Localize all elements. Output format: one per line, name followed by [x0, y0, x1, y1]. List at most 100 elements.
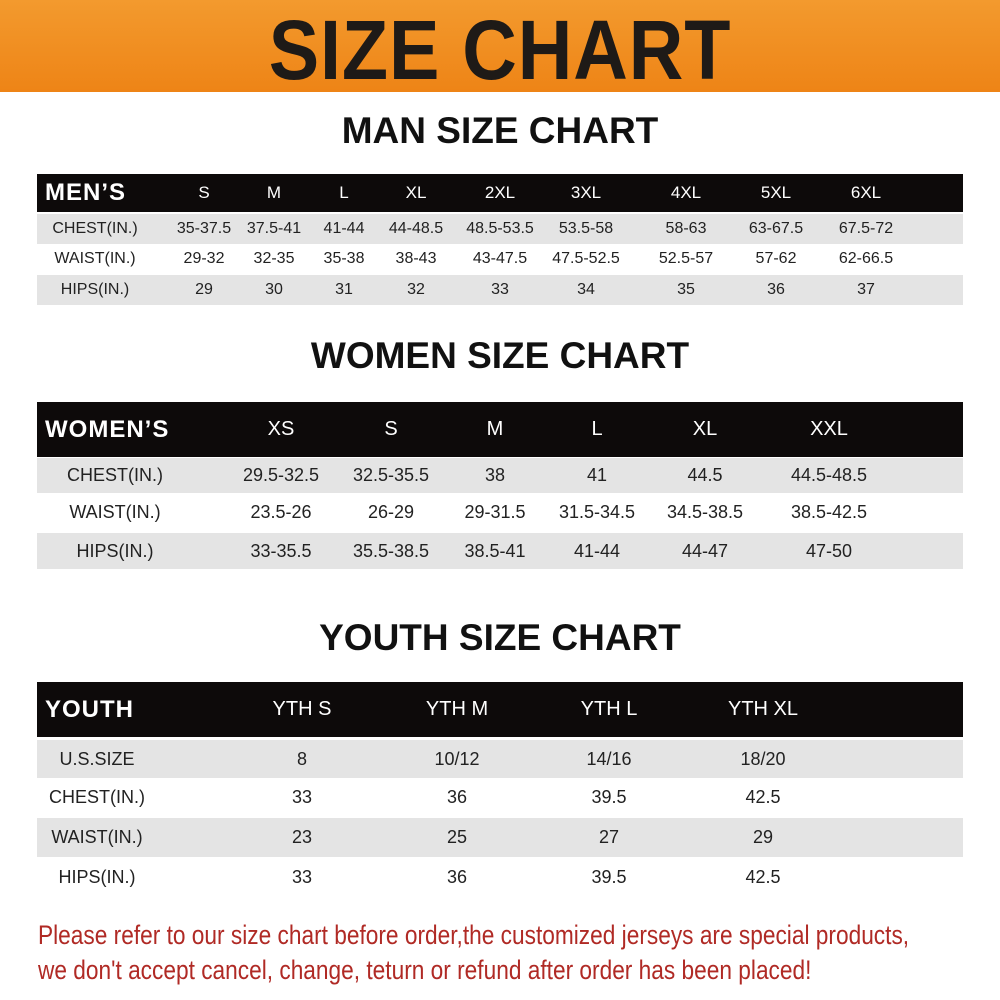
table-cell: 18/20 [740, 748, 786, 769]
table-cell: 37.5-41 [246, 220, 302, 237]
table-cell: 39.5 [591, 787, 627, 807]
table-cell: 29.5-32.5 [242, 465, 320, 485]
size-header: M [486, 418, 504, 440]
size-header: XL [692, 418, 718, 440]
size-header: 6XL [850, 183, 882, 202]
table-cell: 32.5-35.5 [352, 465, 430, 485]
table-cell: 10/12 [434, 748, 480, 769]
table-cell: 38.5-42.5 [790, 502, 868, 522]
size-header: 4XL [670, 183, 702, 202]
table-cell: 35-37.5 [176, 220, 232, 237]
table-cell: 37 [857, 281, 875, 298]
table-cell: 47.5-52.5 [552, 250, 620, 267]
size-header: S [384, 418, 398, 440]
row-label: WAIST(IN.) [69, 502, 161, 522]
table-cell: 38-43 [395, 250, 437, 267]
table-cell: 38 [484, 465, 506, 485]
banner: SIZE CHART [0, 0, 1000, 97]
size-header: YTH M [425, 698, 489, 720]
youth-section-title: YOUTH SIZE CHART [319, 617, 681, 658]
table-cell: 32-35 [253, 250, 295, 267]
table-row: HIPS(IN.) 29 30 31 32 33 34 35 36 37 [37, 275, 963, 305]
table-cell: 34.5-38.5 [666, 502, 744, 522]
table-cell: 41 [586, 465, 608, 485]
table-row: U.S.SIZE 8 10/12 14/16 18/20 [37, 740, 963, 778]
table-cell: 36 [446, 787, 468, 807]
table-cell: 47-50 [805, 540, 853, 561]
table-cell: 35.5-38.5 [352, 540, 430, 561]
size-header: XL [405, 183, 427, 202]
table-cell: 23 [291, 827, 313, 847]
table-cell: 44-48.5 [388, 220, 444, 237]
table-cell: 67.5-72 [838, 220, 894, 237]
size-header: S [198, 183, 210, 202]
size-header: 2XL [484, 183, 516, 202]
table-cell: 62-66.5 [838, 250, 894, 267]
table-cell: 32 [407, 281, 425, 298]
table-row: CHEST(IN.) 29.5-32.5 32.5-35.5 38 41 44.5 44.5… [37, 458, 963, 493]
table-cell: 33 [491, 281, 509, 298]
table-row: HIPS(IN.) 33-35.5 35.5-38.5 38.5-41 41-44 44-… [37, 533, 963, 569]
banner-title: SIZE CHART [268, 3, 732, 97]
table-row: WAIST(IN.) 23 25 27 29 [37, 818, 963, 857]
table-cell: 33 [291, 867, 313, 887]
table-cell: 29-31.5 [464, 502, 526, 522]
women-header-row: WOMEN’S XS S M L XL XXL [37, 402, 963, 457]
row-label: HIPS(IN.) [76, 540, 154, 561]
table-row: WAIST(IN.) 23.5-26 26-29 29-31.5 31.5-34.5 34… [37, 495, 963, 530]
table-cell: 29-32 [183, 250, 225, 267]
table-cell: 23.5-26 [250, 502, 312, 522]
table-cell: 52.5-57 [658, 250, 714, 267]
table-cell: 31.5-34.5 [558, 502, 636, 522]
row-label: WAIST(IN.) [54, 250, 136, 267]
table-cell: 34 [577, 281, 595, 298]
table-cell: 44-47 [681, 540, 729, 561]
table-cell: 26-29 [367, 502, 415, 522]
table-cell: 38.5-41 [464, 540, 526, 561]
table-row: CHEST(IN.) 33 36 39.5 42.5 [37, 778, 963, 817]
table-cell: 42.5 [745, 787, 781, 807]
table-cell: 44.5-48.5 [790, 465, 868, 485]
table-cell: 27 [598, 827, 620, 847]
table-cell: 44.5 [687, 465, 723, 485]
size-header: 3XL [570, 183, 602, 202]
table-cell: 14/16 [586, 748, 632, 769]
table-cell: 58-63 [665, 220, 707, 237]
men-header-row: MEN’S S M L XL 2XL 3XL 4XL 5XL 6XL [37, 174, 963, 212]
table-cell: 63-67.5 [748, 220, 804, 237]
table-cell: 53.5-58 [558, 220, 614, 237]
table-cell: 43-47.5 [472, 250, 528, 267]
size-header: L [591, 418, 603, 440]
table-cell: 31 [335, 281, 353, 298]
table-row: CHEST(IN.) 35-37.5 37.5-41 41-44 44-48.5 48.5… [37, 214, 963, 244]
size-header: XXL [810, 418, 848, 440]
table-cell: 29 [195, 281, 213, 298]
table-cell: 33 [291, 787, 313, 807]
table-title-cell: YOUTH [45, 695, 134, 723]
size-header: YTH L [580, 698, 638, 720]
table-cell: 25 [446, 827, 468, 847]
table-cell: 29 [752, 827, 774, 847]
table-cell: 30 [265, 281, 283, 298]
table-cell: 42.5 [745, 867, 781, 887]
size-header: 5XL [760, 183, 792, 202]
table-cell: 33-35.5 [250, 540, 312, 561]
row-label: CHEST(IN.) [49, 787, 145, 807]
table-cell: 41-44 [323, 220, 365, 237]
men-section-title: MAN SIZE CHART [341, 110, 659, 151]
size-header: M [266, 183, 282, 202]
row-label: CHEST(IN.) [67, 465, 163, 485]
table-title-cell: WOMEN’S [45, 415, 170, 443]
women-section-title: WOMEN SIZE CHART [310, 335, 690, 376]
table-row: HIPS(IN.) 33 36 39.5 42.5 [37, 858, 963, 897]
table-cell: 57-62 [755, 250, 797, 267]
notice-line-2: we don't accept cancel, change, teturn o… [38, 955, 812, 985]
table-cell: 8 [296, 748, 308, 769]
table-cell: 35-38 [323, 250, 365, 267]
row-label: HIPS(IN.) [60, 281, 130, 298]
table-cell: 35 [677, 281, 695, 298]
row-label: U.S.SIZE [59, 748, 135, 769]
table-cell: 41-44 [573, 540, 621, 561]
size-header: L [339, 183, 349, 202]
row-label: CHEST(IN.) [52, 220, 138, 237]
